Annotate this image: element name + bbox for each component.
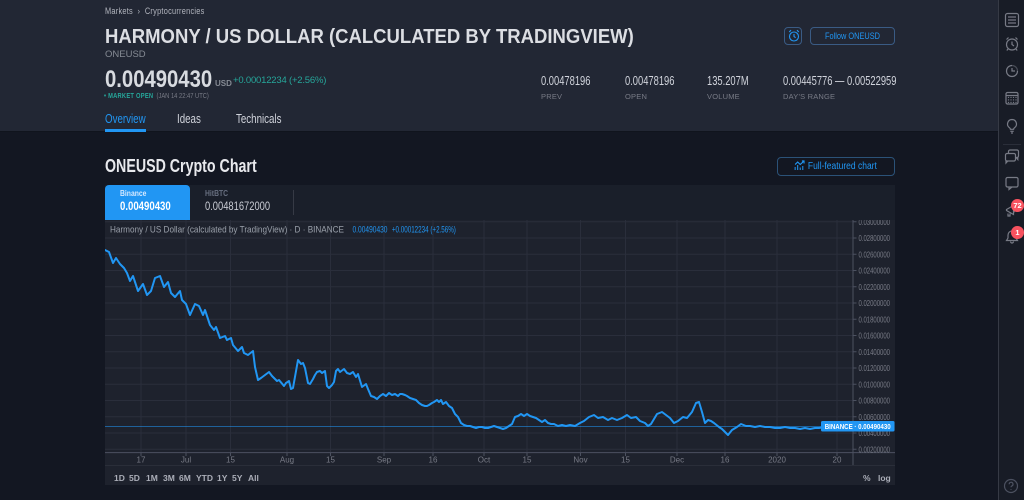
svg-text:Aug: Aug (280, 456, 294, 465)
svg-text:0.02000000: 0.02000000 (859, 299, 891, 308)
svg-text:0.01200000: 0.01200000 (859, 364, 891, 373)
svg-text:0.03000000: 0.03000000 (859, 220, 891, 227)
svg-text:0.02600000: 0.02600000 (859, 250, 891, 259)
svg-text:Nov: Nov (573, 456, 587, 465)
svg-text:0.02400000: 0.02400000 (859, 267, 891, 276)
svg-text:Jul: Jul (181, 456, 191, 465)
svg-text:17: 17 (137, 456, 146, 465)
svg-text:15: 15 (523, 456, 532, 465)
svg-text:0.00600000: 0.00600000 (859, 413, 891, 422)
svg-text:Oct: Oct (478, 456, 491, 465)
svg-text:15: 15 (226, 456, 235, 465)
svg-text:Harmony / US Dollar (calculate: Harmony / US Dollar (calculated by Tradi… (110, 225, 344, 236)
svg-text:0.01000000: 0.01000000 (859, 380, 891, 389)
svg-text:Dec: Dec (670, 456, 684, 465)
svg-text:15: 15 (326, 456, 335, 465)
svg-text:0.00200000: 0.00200000 (859, 445, 891, 454)
svg-text:0.02800000: 0.02800000 (859, 234, 891, 243)
svg-text:2020: 2020 (768, 456, 786, 465)
svg-text:16: 16 (721, 456, 730, 465)
svg-text:0.01400000: 0.01400000 (859, 348, 891, 357)
svg-text:20: 20 (833, 456, 842, 465)
svg-text:0.02200000: 0.02200000 (859, 283, 891, 292)
svg-text:Sep: Sep (377, 456, 392, 465)
svg-text:0.01800000: 0.01800000 (859, 315, 891, 324)
svg-text:15: 15 (621, 456, 630, 465)
svg-text:0.00490430: 0.00490430 (353, 225, 388, 236)
svg-text:0.00800000: 0.00800000 (859, 397, 891, 406)
svg-text:BINANCE · 0.00490430: BINANCE · 0.00490430 (825, 422, 891, 431)
svg-text:16: 16 (429, 456, 438, 465)
svg-text:+0.00012234 (+2.56%): +0.00012234 (+2.56%) (392, 225, 456, 236)
svg-text:0.01600000: 0.01600000 (859, 332, 891, 341)
svg-text:0.00400000: 0.00400000 (859, 429, 891, 438)
